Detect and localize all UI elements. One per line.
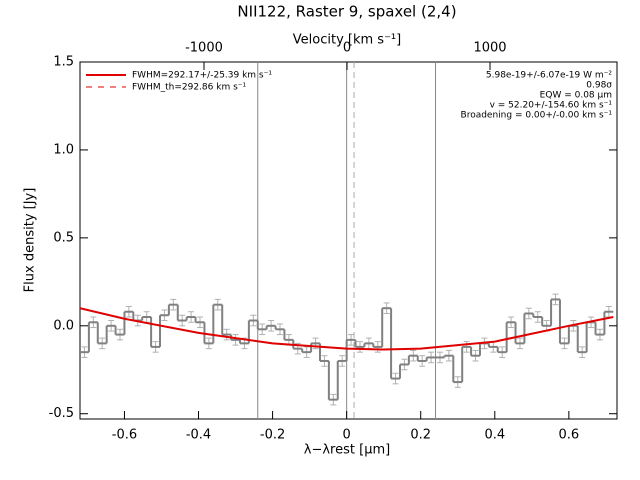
annotation: Broadening = 0.00+/-0.00 km s⁻¹ — [461, 111, 613, 121]
y-tick-label: -0.5 — [49, 406, 74, 421]
plot-frame — [79, 61, 618, 420]
annotation: 0.98σ — [586, 81, 612, 91]
legend-label: FWHM_th=292.86 km s⁻¹ — [132, 83, 247, 93]
fit-line — [80, 307, 614, 351]
x-axis-label: λ−λrest [μm] — [304, 443, 390, 458]
x-tick-label: 0.2 — [410, 428, 431, 443]
y-tick-label: 1.5 — [53, 55, 74, 70]
x-tick-label: 0.4 — [484, 428, 505, 443]
x2-axis-label: Velocity [km s⁻¹] — [293, 33, 401, 48]
y-axis-label: Flux density [Jy] — [23, 188, 38, 293]
x-tick-label: 0.6 — [559, 428, 580, 443]
y-tick-label: 1.0 — [53, 142, 74, 157]
x-tick-label: -0.2 — [260, 428, 285, 443]
annotation: EQW = 0.08 μm — [540, 91, 612, 101]
x2-tick-label: 1000 — [473, 41, 506, 56]
plot-area — [80, 62, 614, 419]
y-tick-label: 0.0 — [53, 318, 74, 333]
y-tick-label: 0.5 — [53, 230, 74, 245]
legend-label: FWHM=292.17+/-25.39 km s⁻¹ — [132, 71, 272, 81]
x2-tick-label: -1000 — [185, 41, 223, 56]
x2-tick-label: 0 — [343, 41, 351, 56]
chart-title: NII122, Raster 9, spaxel (2,4) — [237, 3, 456, 21]
x-tick-label: -0.6 — [112, 428, 137, 443]
x-tick-label: 0 — [343, 428, 351, 443]
annotation: v = 52.20+/-154.60 km s⁻¹ — [490, 101, 613, 111]
x-tick-label: -0.4 — [186, 428, 211, 443]
annotation: 5.98e-19+/-6.07e-19 W m⁻² — [486, 71, 613, 81]
